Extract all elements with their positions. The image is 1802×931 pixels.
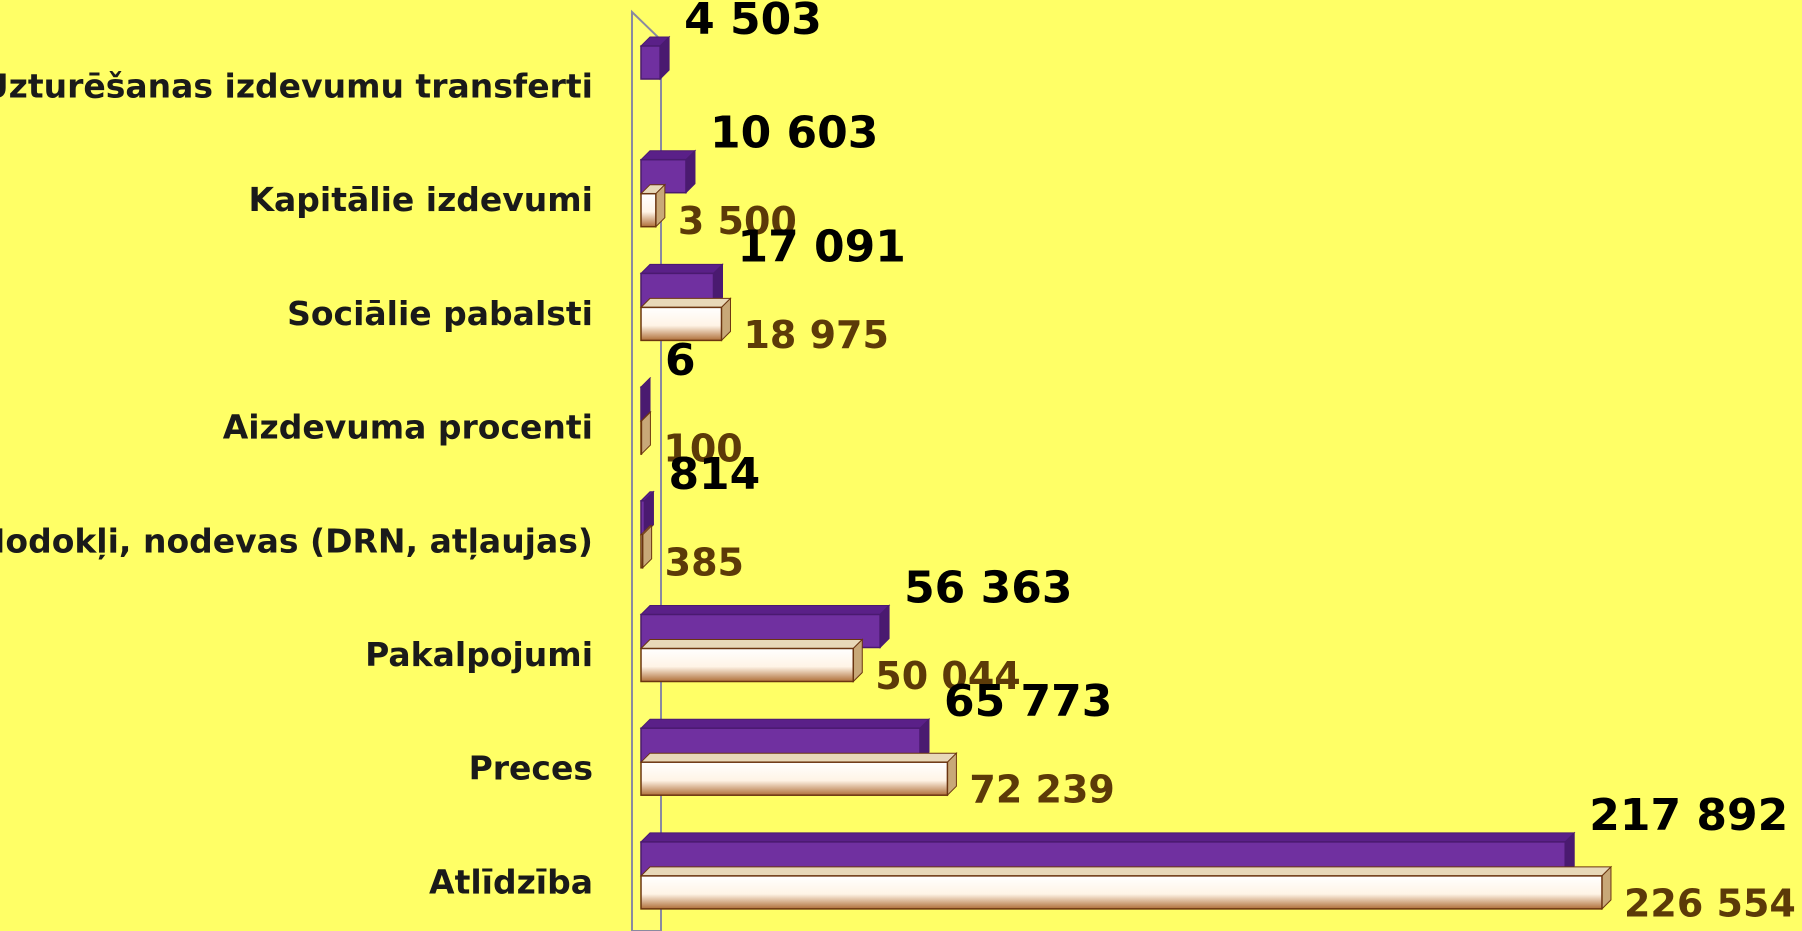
value-label: 6	[665, 335, 696, 386]
value-label: 814	[668, 449, 760, 500]
bar	[640, 647, 855, 683]
value-label: 385	[665, 540, 744, 584]
value-label: 65 773	[944, 676, 1112, 727]
category-label: Atlīdzība	[429, 862, 593, 901]
value-label: 3 500	[678, 199, 797, 243]
axis-wall	[631, 9, 662, 931]
value-label: 72 239	[969, 768, 1114, 812]
bar	[640, 500, 646, 535]
value-label: 10 603	[710, 108, 878, 159]
bar-depth	[639, 832, 1576, 843]
category-label: Preces	[469, 749, 593, 788]
value-label: 18 975	[743, 313, 888, 357]
bar	[640, 761, 949, 796]
bar	[640, 534, 644, 569]
bar-depth	[639, 297, 732, 308]
category-label: Uzturēšanas izdevumu transferti	[0, 67, 593, 106]
category-label: Kapitālie izdevumi	[248, 180, 593, 219]
value-label: 50 044	[875, 654, 1020, 698]
category-label: Aizdevuma procenti	[223, 408, 593, 447]
bar	[640, 306, 723, 342]
bar	[640, 192, 657, 228]
category-label: Sociālie pabalsti	[287, 294, 593, 333]
bar-depth	[639, 752, 958, 763]
category-label: Pakalpojumi	[365, 635, 593, 674]
value-label: 56 363	[904, 563, 1072, 614]
value-label: 217 892	[1589, 790, 1788, 841]
bar-depth	[639, 263, 724, 274]
bar	[640, 875, 1603, 910]
value-label: 17 091	[737, 221, 905, 272]
value-label: 4 503	[684, 0, 822, 45]
bar-depth	[639, 605, 891, 615]
value-label: 226 554	[1624, 881, 1796, 925]
bar-depth	[639, 639, 864, 649]
value-label: 100	[663, 427, 742, 471]
bar-depth	[639, 718, 931, 729]
bar-depth	[639, 866, 1613, 877]
bar	[640, 45, 661, 80]
category-label: Nodokļi, nodevas (DRN, atļaujas)	[0, 521, 593, 560]
